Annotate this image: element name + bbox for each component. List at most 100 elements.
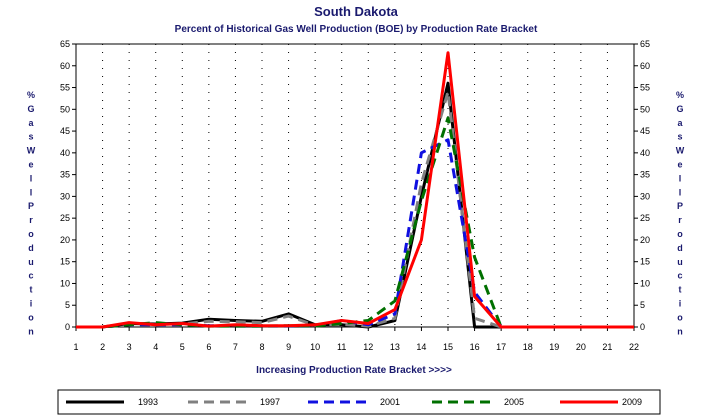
y-axis-label-left-char: a <box>28 118 34 128</box>
y-axis-label-left-char: d <box>28 243 34 253</box>
chart-title: South Dakota <box>314 4 399 19</box>
y-axis-label-left-char: o <box>28 229 34 239</box>
legend-label-2005: 2005 <box>504 397 524 407</box>
y-axis-label-right-char: t <box>679 285 682 295</box>
y-axis-label-right-char: o <box>677 312 683 322</box>
y-axis-label-right-char: d <box>677 243 683 253</box>
y-axis-label-right-char: % <box>676 90 684 100</box>
y-tick-label-left: 20 <box>60 235 70 245</box>
series-line-1997 <box>76 90 634 329</box>
x-tick-label: 20 <box>576 342 586 352</box>
y-tick-label-left: 25 <box>60 213 70 223</box>
y-axis-label-right-char: P <box>677 201 683 211</box>
y-axis-label-left-char: G <box>27 104 34 114</box>
y-axis-label-left-char: s <box>28 132 33 142</box>
x-tick-label: 14 <box>416 342 426 352</box>
y-axis-label-left-char: n <box>28 326 34 336</box>
x-tick-label: 21 <box>602 342 612 352</box>
y-tick-label-right: 15 <box>640 257 650 267</box>
y-axis-label-left-char: c <box>28 271 33 281</box>
x-tick-label: 15 <box>443 342 453 352</box>
y-tick-label-right: 50 <box>640 104 650 114</box>
legend-label-2009: 2009 <box>622 397 642 407</box>
y-tick-label-right: 25 <box>640 213 650 223</box>
series-line-2001 <box>76 138 634 329</box>
y-tick-label-right: 5 <box>640 300 645 310</box>
x-tick-label: 9 <box>286 342 291 352</box>
y-tick-label-right: 40 <box>640 148 650 158</box>
y-axis-label-left-char: o <box>28 312 34 322</box>
chart-subtitle: Percent of Historical Gas Well Productio… <box>175 24 538 35</box>
y-axis-label-right-char: s <box>677 132 682 142</box>
x-tick-label: 5 <box>180 342 185 352</box>
x-tick-label: 7 <box>233 342 238 352</box>
y-axis-label-left-char: i <box>30 299 33 309</box>
x-tick-label: 17 <box>496 342 506 352</box>
series-line-1993 <box>76 81 634 329</box>
y-tick-label-left: 65 <box>60 39 70 49</box>
series-line-2005 <box>76 116 634 329</box>
x-tick-label: 18 <box>523 342 533 352</box>
y-axis-label-right-char: r <box>678 215 682 225</box>
x-tick-label: 13 <box>390 342 400 352</box>
x-axis-label: Increasing Production Rate Bracket >>>> <box>256 365 452 376</box>
x-tick-label: 10 <box>310 342 320 352</box>
x-tick-label: 2 <box>100 342 105 352</box>
y-axis-label-right-char: o <box>677 229 683 239</box>
y-tick-label-right: 65 <box>640 39 650 49</box>
y-tick-label-left: 40 <box>60 148 70 158</box>
y-tick-label-left: 5 <box>65 300 70 310</box>
plot-frame <box>75 43 635 328</box>
y-tick-label-right: 35 <box>640 170 650 180</box>
y-axis-label-left-char: t <box>30 285 33 295</box>
x-tick-label: 19 <box>549 342 559 352</box>
y-axis-label-right-char: l <box>679 173 682 183</box>
y-tick-label-right: 45 <box>640 126 650 136</box>
y-axis-label-right-char: e <box>677 160 682 170</box>
y-tick-label-right: 30 <box>640 191 650 201</box>
y-axis-label-left-char: r <box>29 215 33 225</box>
y-tick-label-left: 45 <box>60 126 70 136</box>
y-axis-label-right-char: W <box>676 146 685 156</box>
x-tick-label: 8 <box>259 342 264 352</box>
x-tick-label: 6 <box>206 342 211 352</box>
gridlines <box>102 44 608 327</box>
y-axis-label-left-char: e <box>28 160 33 170</box>
y-tick-label-left: 50 <box>60 104 70 114</box>
x-tick-label: 16 <box>470 342 480 352</box>
y-axis-label-right-char: c <box>677 271 682 281</box>
y-tick-label-left: 55 <box>60 83 70 93</box>
axis-ticks: 1 2 3 4 5 6 7 8 9 10 11 12 13 14 15 16 17 18 19 20 21 220 05 51… <box>60 39 650 352</box>
y-tick-label-left: 15 <box>60 257 70 267</box>
x-tick-label: 4 <box>153 342 158 352</box>
y-axis-label-left-char: u <box>28 257 34 267</box>
y-tick-label-right: 0 <box>640 322 645 332</box>
y-axis-label-right-char: n <box>677 326 683 336</box>
y-axis-label-right-char: u <box>677 257 683 267</box>
y-tick-label-left: 35 <box>60 170 70 180</box>
x-tick-label: 11 <box>337 342 346 352</box>
y-tick-label-right: 55 <box>640 83 650 93</box>
legend: 1993 1997 2001 2005 2009 <box>66 397 642 407</box>
x-tick-label: 3 <box>127 342 132 352</box>
y-tick-label-left: 0 <box>65 322 70 332</box>
y-axis-label-left-char: % <box>27 90 35 100</box>
legend-label-1993: 1993 <box>138 397 158 407</box>
y-tick-label-left: 30 <box>60 191 70 201</box>
series-lines <box>76 51 634 329</box>
y-axis-label-left-char: P <box>28 201 34 211</box>
legend-label-2001: 2001 <box>380 397 400 407</box>
x-tick-label: 12 <box>363 342 373 352</box>
y-axis-label-right-char: i <box>679 299 682 309</box>
y-axis-label-right-char: l <box>679 187 682 197</box>
x-tick-label: 22 <box>629 342 639 352</box>
y-tick-label-left: 10 <box>60 278 70 288</box>
y-axis-label-right-char: G <box>676 104 683 114</box>
y-axis-label-left-char: l <box>30 173 33 183</box>
y-tick-label-left: 60 <box>60 61 70 71</box>
x-tick-label: 1 <box>73 342 78 352</box>
y-tick-label-right: 60 <box>640 61 650 71</box>
